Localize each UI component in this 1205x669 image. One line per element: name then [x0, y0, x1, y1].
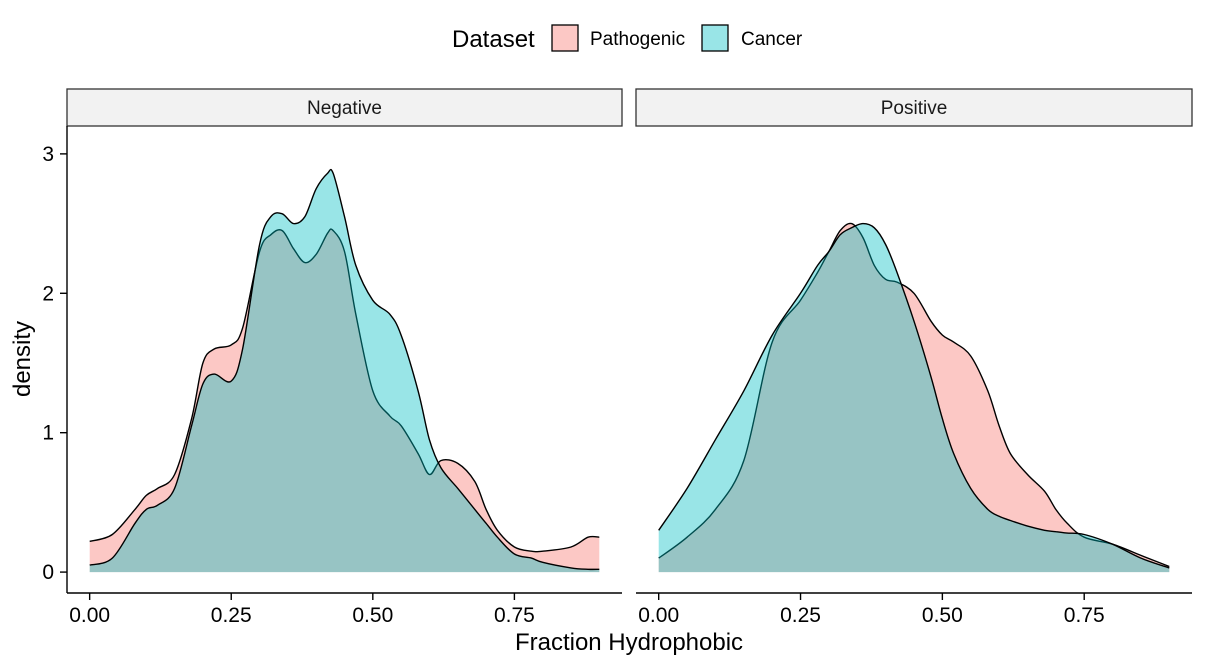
y-tick-label: 0	[42, 561, 54, 584]
x-ticks-negative: 0.00 0.25 0.50 0.75	[69, 593, 535, 627]
legend-title: Dataset	[452, 26, 535, 53]
strip-negative	[66, 88, 623, 127]
legend-key-pathogenic	[551, 24, 579, 52]
y-tick-label: 3	[42, 143, 54, 166]
legend: Dataset Pathogenic Cancer	[452, 24, 803, 53]
density-area-positive-pathogenic	[658, 223, 1170, 573]
legend-label-cancer: Cancer	[741, 29, 803, 50]
panel-positive: Positive 0.00 0.25 0.50 0.75	[635, 88, 1193, 627]
x-tick-label: 0.75	[494, 604, 535, 627]
density-areas-positive	[658, 222, 1170, 573]
x-tick-label: 0.50	[352, 604, 393, 627]
density-line-positive-cancer	[658, 222, 1170, 569]
density-area-negative-cancer	[89, 169, 600, 573]
density-areas-negative	[89, 168, 600, 573]
x-tick-label: 0.00	[638, 604, 679, 627]
legend-key-cancer	[701, 24, 729, 52]
x-tick-label: 0.75	[1064, 604, 1105, 627]
legend-label-pathogenic: Pathogenic	[590, 29, 685, 50]
panel-negative: Negative 0.00 0.25 0.50 0.75 0 1 2 3	[42, 88, 623, 627]
y-tick-label: 2	[42, 282, 54, 305]
strip-label-positive: Positive	[881, 98, 948, 119]
density-line-negative-cancer	[89, 168, 600, 571]
y-ticks: 0 1 2 3	[42, 143, 67, 584]
strip-positive	[635, 88, 1193, 127]
x-ticks-positive: 0.00 0.25 0.50 0.75	[638, 593, 1105, 627]
x-tick-label: 0.25	[780, 604, 821, 627]
density-line-positive-pathogenic	[658, 222, 1170, 568]
x-tick-label: 0.25	[211, 604, 252, 627]
x-tick-label: 0.50	[922, 604, 963, 627]
y-tick-label: 1	[42, 422, 54, 445]
y-axis-title: density	[9, 321, 36, 397]
density-area-negative-pathogenic	[89, 229, 600, 573]
x-axis-title: Fraction Hydrophobic	[515, 629, 743, 656]
strip-label-negative: Negative	[307, 98, 382, 119]
density-line-negative-pathogenic	[89, 228, 600, 553]
density-area-positive-cancer	[658, 223, 1170, 573]
x-tick-label: 0.00	[69, 604, 110, 627]
